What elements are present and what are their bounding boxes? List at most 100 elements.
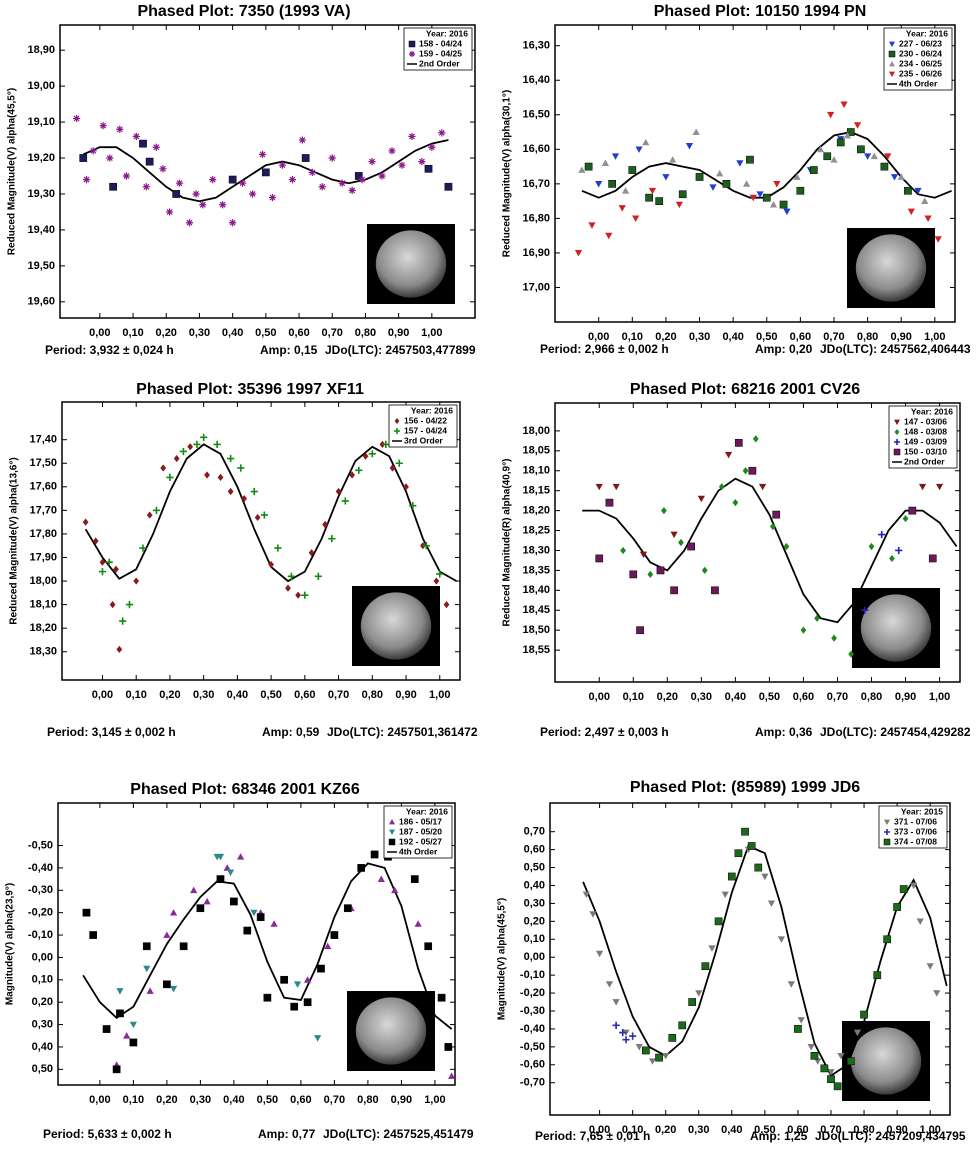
footer-text: Period: 3,932 ± 0,024 h (45, 343, 174, 357)
data-point (742, 467, 749, 475)
y-tick-label: -0,10 (520, 969, 545, 981)
data-point (629, 1032, 637, 1040)
footer-text: Period: 3,145 ± 0,002 h (47, 725, 176, 739)
legend-marker (884, 829, 890, 835)
data-point (701, 962, 710, 971)
x-tick-label: 0,40 (722, 331, 743, 343)
y-tick-label: 19,00 (27, 80, 55, 92)
data-point (741, 827, 749, 836)
x-tick-label: 0,80 (357, 1094, 378, 1106)
data-point (227, 454, 235, 463)
data-point (574, 250, 583, 257)
data-point (933, 990, 941, 997)
data-point (783, 542, 790, 551)
x-tick-label: 0,10 (623, 691, 644, 703)
y-tick-label: 0,40 (524, 879, 545, 891)
footer-text: Period: 7,65 ± 0,01 h (535, 1129, 650, 1143)
data-point (809, 166, 818, 174)
y-tick-label: 16,40 (522, 74, 550, 86)
data-point (890, 174, 899, 181)
data-point (701, 566, 708, 574)
data-point (314, 1035, 322, 1042)
data-point (203, 897, 211, 905)
y-tick-label: 17,60 (29, 481, 57, 493)
data-point (146, 511, 153, 519)
data-point (648, 187, 657, 195)
data-point (794, 1025, 802, 1033)
data-point (142, 942, 151, 951)
legend-box (403, 27, 473, 71)
chart-title: Phased Plot: 35396 1997 XF11 (136, 381, 364, 398)
y-tick-label: 18,20 (29, 622, 57, 634)
data-point (122, 172, 130, 180)
data-point (258, 150, 267, 159)
data-point (165, 208, 174, 216)
y-tick-label: 16,80 (522, 212, 550, 224)
data-point (814, 1058, 822, 1065)
data-point (280, 975, 288, 984)
footer-text: Amp: 0,20 (755, 342, 813, 356)
data-point (601, 159, 610, 167)
data-point (190, 886, 198, 894)
y-tick-label: 18,90 (27, 44, 55, 56)
y-tick-label: 18,25 (522, 524, 550, 536)
x-tick-label: 0,90 (891, 331, 912, 343)
x-tick-label: 0,10 (123, 1094, 144, 1106)
legend-label: 159 - 04/25 (419, 48, 462, 58)
x-tick-label: 1,00 (421, 327, 442, 339)
data-point (237, 464, 245, 472)
data-point (820, 1064, 829, 1073)
data-point (742, 180, 751, 187)
data-point (213, 440, 221, 449)
x-tick-label: 0,60 (290, 1094, 311, 1106)
x-tick-label: 0,70 (324, 1094, 345, 1106)
data-point (864, 153, 872, 160)
data-point (229, 219, 237, 227)
data-point (873, 971, 882, 979)
data-point (173, 454, 180, 463)
y-tick-label: -0,30 (520, 1005, 545, 1017)
data-point (389, 464, 396, 472)
y-tick-label: 19,40 (27, 224, 55, 236)
legend-label: 373 - 07/06 (894, 826, 937, 836)
data-point (112, 1065, 121, 1074)
data-point (228, 175, 237, 184)
fit-curve (82, 862, 453, 1030)
chart-title: Phased Plot: 10150 1994 PN (654, 3, 867, 20)
data-point (116, 125, 124, 133)
data-point (678, 538, 684, 547)
legend-label: 156 - 04/22 (404, 415, 447, 425)
data-point (422, 542, 430, 550)
data-point (883, 935, 892, 944)
x-tick-label: 0,80 (857, 331, 878, 343)
data-point (169, 909, 178, 916)
data-point (129, 1021, 137, 1029)
legend-marker (394, 428, 400, 434)
legend-title: Year: 2015 (901, 806, 943, 816)
y-tick-label: 17,00 (522, 281, 550, 293)
data-point (670, 531, 678, 539)
data-point (99, 558, 106, 566)
data-point (368, 450, 376, 458)
data-point (216, 853, 225, 861)
chart-title: Phased Plot: (85989) 1999 JD6 (630, 779, 860, 796)
data-point (648, 1058, 657, 1065)
data-point (661, 507, 667, 515)
data-point (355, 466, 363, 474)
data-point (880, 162, 889, 171)
data-point (870, 152, 878, 160)
data-point (669, 156, 677, 163)
data-point (139, 139, 147, 148)
legend-label: 234 - 06/25 (899, 58, 942, 68)
data-point (324, 942, 332, 950)
legend-marker (889, 71, 895, 77)
footer-text: JDo(LTC): 2457503,477899 (325, 343, 476, 357)
data-point (662, 174, 670, 181)
data-point (428, 143, 436, 151)
data-point (92, 537, 99, 545)
legend-label: 148 - 03/08 (904, 426, 947, 436)
data-point (584, 162, 593, 171)
legend-marker (889, 61, 895, 67)
y-tick-label: 17,70 (29, 504, 57, 516)
data-point (152, 506, 161, 514)
